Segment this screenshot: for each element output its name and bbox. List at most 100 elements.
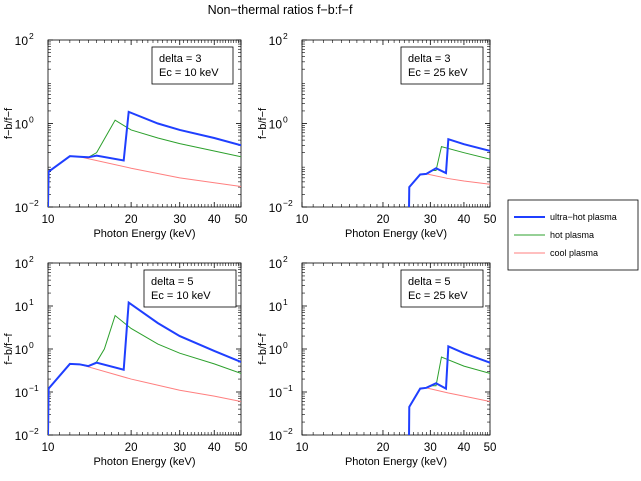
x-tick-label: 30 [424, 214, 437, 226]
x-tick-label: 50 [235, 214, 248, 226]
x-tick-label: 50 [484, 214, 497, 226]
y-tick-label: 10 [15, 343, 29, 357]
series-line-cool-plasma [48, 155, 241, 207]
y-tick-exponent: 0 [29, 340, 34, 350]
y-tick-base: 10 [15, 201, 29, 215]
y-tick-label: 10 [269, 118, 283, 132]
x-axis-label: Photon Energy (keV) [345, 228, 447, 240]
annotation-box [143, 269, 237, 308]
x-tick-label: 10 [296, 214, 309, 226]
y-axis-label: f−b/f−f [257, 107, 269, 139]
x-tick-label: 30 [173, 442, 186, 454]
y-axis-label: f−b/f−f [257, 332, 269, 364]
y-tick-label: 10 [15, 386, 29, 400]
y-tick-base: 10 [269, 343, 283, 357]
series-line-cool-plasma [408, 387, 490, 435]
series-line-hot-plasma [408, 145, 490, 207]
series-line-cool-plasma [408, 173, 490, 207]
y-tick-exponent: 2 [283, 254, 288, 264]
y-tick-label: 10 [15, 257, 29, 271]
y-tick-exponent: −2 [29, 426, 39, 436]
y-tick-label: 10 [15, 201, 29, 215]
y-tick-label: 10 [269, 34, 283, 48]
y-tick-exponent: 1 [283, 297, 288, 307]
y-axis-label: f−b/f−f [3, 107, 15, 139]
y-tick-base: 10 [269, 34, 283, 48]
legend-label-cool: cool plasma [550, 248, 598, 258]
y-tick-exponent: −2 [283, 426, 293, 436]
x-axis-label: Photon Energy (keV) [345, 456, 447, 468]
y-tick-exponent: 0 [29, 115, 34, 125]
y-tick-base: 10 [269, 429, 283, 443]
x-tick-label: 10 [296, 442, 309, 454]
annotation-ec: Ec = 10 keV [151, 290, 211, 302]
x-axis-label: Photon Energy (keV) [93, 456, 195, 468]
series-line-ultra-hot-plasma [48, 110, 241, 207]
y-axis-label: f−b/f−f [3, 332, 15, 364]
annotation-box [151, 46, 234, 85]
y-tick-label: 10 [269, 257, 283, 271]
y-tick-exponent: −2 [283, 198, 293, 208]
series-line-ultra-hot-plasma [48, 300, 241, 435]
y-tick-base: 10 [269, 386, 283, 400]
y-tick-label: 10 [269, 201, 283, 215]
annotation-ec: Ec = 25 keV [408, 67, 468, 79]
annotation-delta: delta = 3 [159, 53, 202, 65]
legend-label-hot: hot plasma [550, 230, 594, 240]
y-tick-base: 10 [269, 201, 283, 215]
series-group [408, 344, 490, 435]
y-tick-base: 10 [15, 343, 29, 357]
x-tick-label: 20 [125, 214, 138, 226]
annotation-delta: delta = 3 [408, 53, 451, 65]
y-tick-base: 10 [15, 429, 29, 443]
y-tick-exponent: −2 [29, 198, 39, 208]
x-tick-label: 20 [125, 442, 138, 454]
x-tick-label: 40 [458, 442, 471, 454]
series-line-hot-plasma [408, 356, 490, 435]
y-tick-base: 10 [15, 300, 29, 314]
annotation-ec: Ec = 25 keV [408, 290, 468, 302]
y-tick-exponent: 1 [29, 297, 34, 307]
annotation-delta: delta = 5 [151, 276, 194, 288]
series-group [48, 110, 241, 207]
x-tick-label: 50 [484, 442, 497, 454]
series-line-hot-plasma [48, 119, 241, 207]
x-tick-label: 40 [208, 442, 221, 454]
x-tick-label: 30 [424, 442, 437, 454]
annotation-box [400, 46, 484, 85]
y-tick-exponent: 2 [283, 31, 288, 41]
y-tick-base: 10 [15, 257, 29, 271]
y-tick-label: 10 [269, 386, 283, 400]
annotation-box [400, 269, 484, 308]
y-tick-base: 10 [269, 257, 283, 271]
x-tick-label: 20 [377, 214, 390, 226]
y-tick-label: 10 [269, 429, 283, 443]
y-tick-label: 10 [15, 300, 29, 314]
figure-title: Non−thermal ratios f−b:f−f [208, 3, 353, 17]
y-tick-exponent: −1 [283, 383, 293, 393]
x-axis-label: Photon Energy (keV) [93, 228, 195, 240]
x-tick-label: 50 [235, 442, 248, 454]
x-tick-label: 30 [173, 214, 186, 226]
y-tick-base: 10 [15, 386, 29, 400]
y-tick-base: 10 [15, 34, 29, 48]
series-line-ultra-hot-plasma [408, 344, 490, 435]
y-tick-label: 10 [15, 118, 29, 132]
y-tick-base: 10 [269, 118, 283, 132]
x-tick-label: 40 [208, 214, 221, 226]
y-tick-exponent: 2 [29, 254, 34, 264]
series-group [48, 300, 241, 435]
series-group [408, 137, 490, 207]
series-line-ultra-hot-plasma [408, 137, 490, 207]
y-tick-label: 10 [269, 300, 283, 314]
y-tick-exponent: 2 [29, 31, 34, 41]
y-tick-exponent: 0 [283, 115, 288, 125]
series-line-cool-plasma [48, 363, 241, 435]
x-tick-label: 20 [377, 442, 390, 454]
annotation-delta: delta = 5 [408, 276, 451, 288]
